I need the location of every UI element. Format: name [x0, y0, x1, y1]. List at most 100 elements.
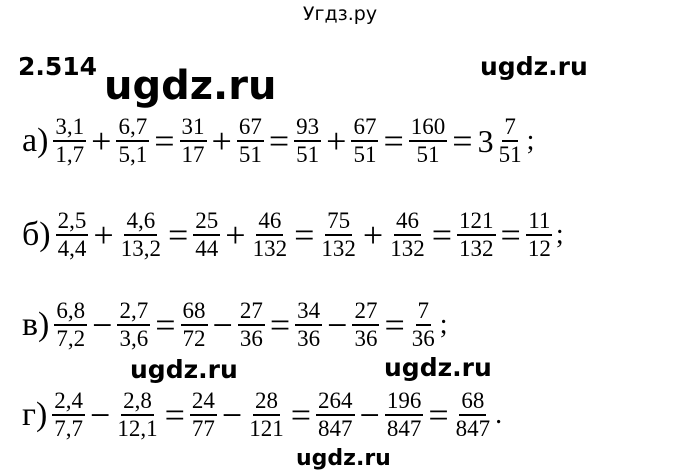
denominator: 12 [527, 236, 551, 261]
fraction: 6,8 7,2 [54, 298, 88, 352]
numerator: 25 [193, 208, 221, 236]
fraction: 31 17 [179, 114, 207, 168]
watermark: ugdz.ru [384, 353, 492, 382]
watermark: ugdz.ru [130, 355, 238, 384]
numerator: 75 [325, 208, 353, 236]
fraction: 24 77 [189, 388, 217, 442]
denominator: 51 [353, 142, 377, 167]
fraction: 264 847 [316, 388, 355, 442]
operator: = [431, 215, 452, 255]
numerator: 27 [237, 298, 265, 326]
fraction: 28 121 [247, 388, 286, 442]
denominator: 3,6 [119, 326, 149, 351]
denominator: 17 [181, 142, 205, 167]
solution-line: а) 3,1 1,7 +6,7 5,1 = 31 17 +67 51 = 93 51 +67 51 = 160 5… [22, 114, 534, 168]
denominator: 847 [455, 416, 491, 441]
operator: + [93, 215, 114, 255]
numerator: 6,7 [116, 114, 150, 142]
fraction: 67 51 [351, 114, 379, 168]
watermark: ugdz.ru [104, 63, 277, 109]
operator: − [212, 305, 233, 345]
numerator: 27 [352, 298, 380, 326]
denominator: 77 [191, 416, 215, 441]
fraction: 46 132 [251, 208, 290, 262]
denominator: 36 [411, 326, 435, 351]
denominator: 12,1 [117, 416, 158, 441]
operator: = [452, 121, 473, 161]
numerator: 2,5 [55, 208, 89, 236]
denominator: 36 [239, 326, 263, 351]
fraction: 160 51 [408, 114, 448, 168]
numerator: 28 [252, 388, 280, 416]
fraction: 121 132 [457, 208, 496, 262]
operator: = [294, 215, 315, 255]
fraction: 25 44 [193, 208, 221, 262]
operator: = [164, 395, 185, 435]
operator: = [167, 215, 189, 255]
operator: − [90, 395, 111, 435]
denominator: 51 [296, 142, 320, 167]
denominator: 36 [297, 326, 321, 351]
operator: = [383, 121, 404, 161]
fraction: 11 12 [526, 208, 553, 262]
operator: + [91, 121, 112, 161]
solution-line: б) 2,5 4,4 +4,6 13,2 = 25 44 +46 132 = 75 132 +46 132 =… [22, 208, 564, 262]
exercise-number: 2.514 [18, 52, 98, 81]
numerator: 2,7 [117, 298, 151, 326]
solution-line: в) 6,8 7,2−2,7 3,6 = 68 72−27 36 = 34 36−27 36 = 7 36; [22, 298, 448, 352]
fraction: 27 36 [352, 298, 380, 352]
denominator: 121 [249, 416, 284, 441]
numerator: 3,1 [53, 114, 87, 142]
numerator: 68 [180, 298, 208, 326]
operator: = [428, 395, 449, 435]
fraction: 93 51 [294, 114, 322, 168]
item-label: б) [22, 216, 51, 253]
fraction: 4,6 13,2 [119, 208, 163, 262]
denominator: 1,7 [55, 142, 85, 167]
fraction: 2,7 3,6 [117, 298, 151, 352]
fraction: 2,8 12,1 [115, 388, 159, 442]
fraction: 68 72 [180, 298, 208, 352]
operator: + [362, 215, 384, 255]
numerator: 67 [236, 114, 264, 142]
numerator: 31 [179, 114, 207, 142]
numerator: 6,8 [54, 298, 88, 326]
numerator: 34 [295, 298, 323, 326]
fraction: 2,4 7,7 [52, 388, 86, 442]
denominator: 51 [498, 142, 522, 167]
punctuation: ; [439, 309, 448, 340]
solution-line: г) 2,4 7,7−2,8 12,1 = 24 77−28 121 = 264 847−196 84… [22, 388, 502, 442]
denominator: 51 [416, 142, 440, 167]
item-label: г) [22, 396, 48, 433]
operator: − [221, 395, 243, 435]
numerator: 93 [294, 114, 322, 142]
fraction: 68 847 [454, 388, 493, 442]
fraction: 46 132 [388, 208, 427, 262]
numerator: 11 [526, 208, 553, 236]
operator: = [290, 395, 312, 435]
numerator: 7 [415, 298, 432, 326]
numerator: 4,6 [124, 208, 158, 236]
numerator: 68 [459, 388, 487, 416]
operator: + [225, 215, 246, 255]
operator: − [359, 395, 380, 435]
numerator: 2,8 [121, 388, 154, 416]
fraction: 34 36 [295, 298, 323, 352]
numerator: 24 [189, 388, 217, 416]
item-label: а) [22, 122, 49, 159]
punctuation: ; [555, 219, 564, 250]
whole-part: 3 [477, 123, 494, 159]
denominator: 132 [252, 236, 288, 261]
numerator: 7 [502, 114, 518, 142]
operator: = [154, 121, 175, 161]
denominator: 5,1 [118, 142, 148, 167]
fraction: 2,5 4,4 [55, 208, 89, 262]
operator: − [327, 305, 348, 345]
numerator: 46 [393, 208, 421, 236]
punctuation: ; [526, 125, 535, 156]
item-label: в) [22, 306, 50, 343]
fraction: 75 132 [319, 208, 358, 262]
operator: = [155, 305, 176, 345]
operator: = [500, 215, 521, 255]
watermark: ugdz.ru [296, 446, 391, 471]
